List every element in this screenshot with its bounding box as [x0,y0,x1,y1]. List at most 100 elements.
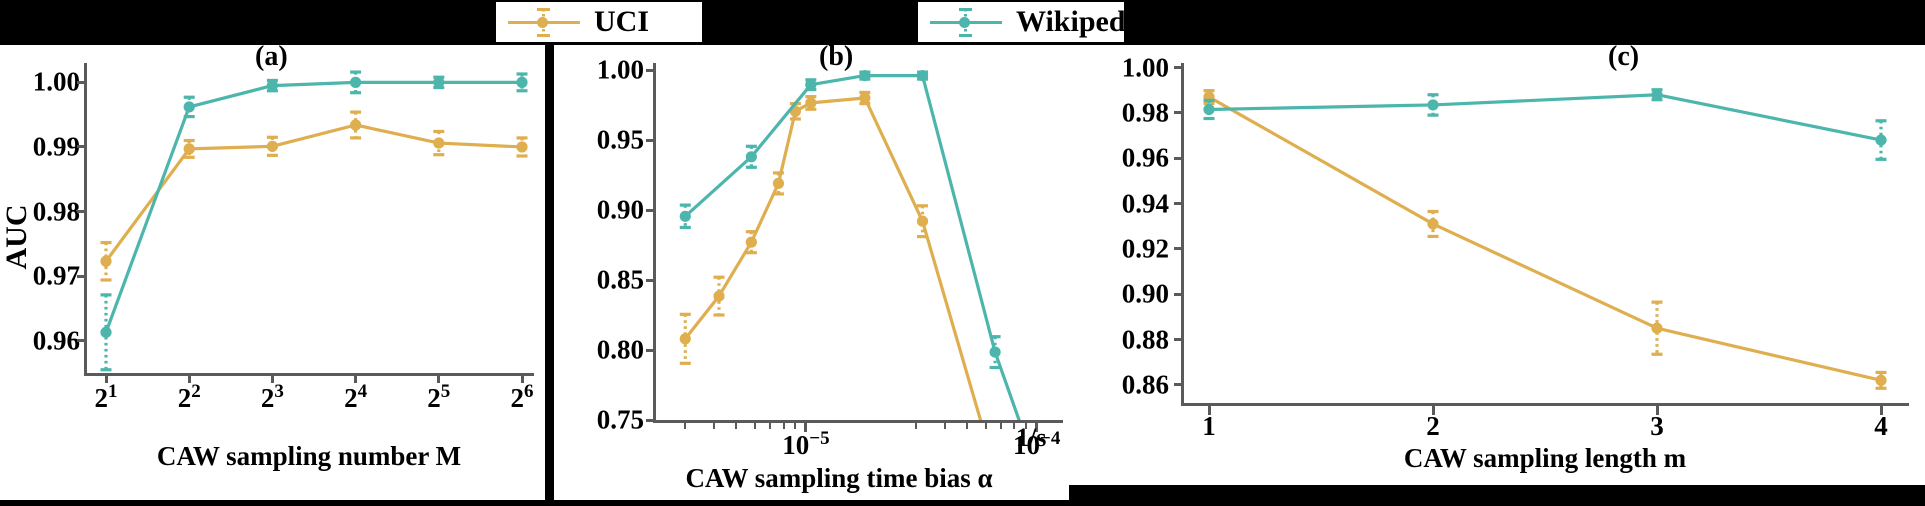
panel-b-plot-area [554,45,1069,500]
axis-tick [646,68,653,72]
axis-tick [782,423,785,429]
axis-tick [437,376,441,383]
y-tick-label: 0.90 [1121,278,1169,309]
axis-tick [1879,406,1883,415]
axis-tick [77,339,84,343]
axis-tick [753,423,756,429]
panel-c-y-axis [1181,63,1184,403]
panel-b-x-axis-unit: 1/s [1016,423,1047,452]
axis-tick [999,423,1002,429]
y-tick-label: 0.86 [1121,369,1169,400]
y-tick-label: 0.98 [1121,97,1169,128]
y-tick-label: 0.75 [596,404,644,435]
axis-tick [646,418,653,422]
x-tick-label: 1 [1202,411,1216,441]
axis-tick [1174,383,1181,387]
axis-tick [1655,406,1659,415]
panel-a-x-axis [84,373,534,376]
y-tick-label: 0.94 [1121,188,1169,219]
panel-a-y-axis [84,63,87,373]
y-tick-label: 0.88 [1121,324,1169,355]
panel-a-title: (a) [255,41,288,72]
panel-a-x-axis-label: CAW sampling number M [156,441,462,471]
y-tick-label: 0.98 [32,196,80,227]
panel-c-x-axis [1181,403,1909,406]
axis-tick [684,423,687,429]
axis-tick [77,274,84,278]
axis-tick [354,376,358,383]
axis-tick [77,80,84,84]
axis-tick [794,423,797,429]
axis-tick [713,423,716,429]
axis-tick [1207,406,1211,415]
axis-tick [943,423,946,429]
y-tick-label: 0.80 [596,334,644,365]
axis-tick [646,278,653,282]
axis-tick [966,423,969,429]
x-tick-label: 10−4 [1013,428,1061,460]
panel-b-x-axis-label: CAW sampling time bias α [685,463,993,493]
x-tick-label: 22 [177,381,201,413]
axis-tick [735,423,738,429]
x-tick-label: 24 [344,381,368,413]
axis-tick [915,423,918,429]
axis-tick [646,138,653,142]
x-tick-label: 26 [510,381,534,413]
panel-a-plot-area [100,70,528,372]
y-tick-label: 0.95 [596,124,644,155]
axis-tick [1035,423,1039,432]
y-tick-label: 0.92 [1121,233,1169,264]
panel-c-title: (c) [1608,41,1640,72]
axis-tick [984,423,987,429]
x-tick-label: 2 [1426,411,1440,441]
x-tick-label: 25 [427,381,451,413]
axis-tick [77,145,84,149]
x-tick-label: 21 [94,381,118,413]
y-tick-label: 0.96 [32,325,80,356]
y-tick-label: 0.85 [596,264,644,295]
legend-marker-wikipedia-icon [928,7,1004,37]
legend-label-uci: UCI [594,5,650,38]
legend-item-wikipedia: Wikipedia [918,2,1149,42]
axis-tick [1174,202,1181,206]
axis-tick [1174,338,1181,342]
axis-tick [1174,66,1181,70]
y-tick-label: 0.99 [32,131,80,162]
y-tick-label: 1.00 [1121,52,1169,83]
axis-tick [1174,292,1181,296]
axis-tick [1174,111,1181,115]
y-tick-label: 0.96 [1121,142,1169,173]
x-tick-label: 23 [260,381,284,413]
axis-tick [646,208,653,212]
axis-tick [270,376,274,383]
panel-b-x-axis [653,420,1063,423]
legend-label-wikipedia: Wikipedia [1016,5,1149,38]
y-tick-label: 1.00 [32,66,80,97]
legend: UCI Wikipedia [0,0,1925,45]
axis-tick [1174,247,1181,251]
panel-a: (a) AUC 0.96 0.97 0.98 0.99 1.00 21 22 23 24 25 2… [0,41,545,500]
x-tick-label: 3 [1650,411,1664,441]
axis-tick [520,376,524,383]
panel-b-title: (b) [819,41,854,72]
legend-marker-uci-icon [506,7,582,37]
x-tick-label: 10−5 [782,428,830,460]
axis-tick [77,210,84,214]
axis-tick [646,348,653,352]
axis-tick [104,376,108,383]
y-tick-label: 0.90 [596,194,644,225]
axis-tick [1025,423,1028,429]
y-tick-label: 0.97 [32,260,80,291]
y-tick-label: 1.00 [596,54,644,85]
x-tick-label: 4 [1874,411,1888,441]
legend-item-uci: UCI [496,2,702,42]
panel-c-x-axis-label: CAW sampling length m [1403,443,1687,473]
axis-tick [1431,406,1435,415]
panel-c: (c) 0.86 0.88 0.90 0.92 0.94 0.96 0.98 1.00 1 2 3… [1063,41,1925,485]
axis-tick [769,423,772,429]
axis-tick [1013,423,1016,429]
axis-tick [804,423,808,432]
axis-tick [1174,156,1181,160]
axis-tick [187,376,191,383]
panel-b-y-axis [653,63,656,420]
